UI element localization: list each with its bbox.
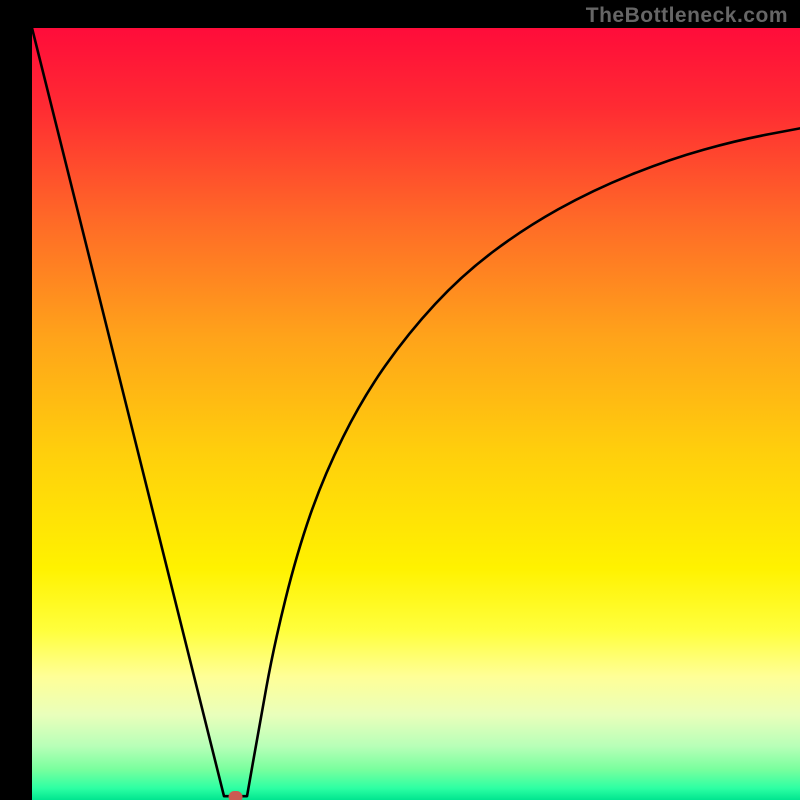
optimum-marker	[229, 791, 243, 800]
chart-curve-layer	[32, 28, 800, 800]
bottleneck-curve	[32, 28, 800, 796]
watermark-text: TheBottleneck.com	[586, 4, 788, 28]
chart-plot-area	[32, 28, 800, 800]
